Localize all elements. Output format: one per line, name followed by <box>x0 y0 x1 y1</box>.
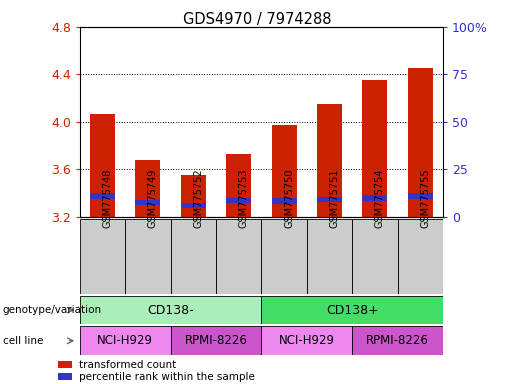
Text: GSM775749: GSM775749 <box>148 169 158 228</box>
Bar <box>261 326 352 355</box>
Bar <box>135 160 160 217</box>
Text: CD138+: CD138+ <box>326 304 379 316</box>
Text: GSM775755: GSM775755 <box>420 168 430 228</box>
Text: GDS4970 / 7974288: GDS4970 / 7974288 <box>183 12 332 26</box>
Bar <box>125 219 170 294</box>
Bar <box>271 126 297 217</box>
Text: NCI-H929: NCI-H929 <box>279 334 335 347</box>
Bar <box>135 200 160 205</box>
Text: GSM775750: GSM775750 <box>284 168 294 228</box>
Text: genotype/variation: genotype/variation <box>3 305 101 315</box>
Bar <box>80 219 125 294</box>
Bar <box>170 219 216 294</box>
Bar <box>181 203 206 209</box>
Bar <box>408 194 433 199</box>
Bar <box>58 361 72 368</box>
Bar <box>80 326 170 355</box>
Text: cell line: cell line <box>3 336 43 346</box>
Bar <box>226 198 251 203</box>
Bar <box>317 104 342 217</box>
Bar <box>408 68 433 217</box>
Text: NCI-H929: NCI-H929 <box>97 334 153 347</box>
Text: GSM775754: GSM775754 <box>375 168 385 228</box>
Bar <box>58 373 72 380</box>
Text: CD138-: CD138- <box>147 304 194 316</box>
Bar <box>80 296 261 324</box>
Text: transformed count: transformed count <box>79 359 177 369</box>
Bar <box>307 219 352 294</box>
Bar <box>181 175 206 217</box>
Bar <box>226 154 251 217</box>
Text: GSM775751: GSM775751 <box>330 168 339 228</box>
Bar <box>317 197 342 202</box>
Bar <box>352 326 443 355</box>
Bar <box>363 195 387 200</box>
Bar <box>271 198 297 204</box>
Bar <box>216 219 261 294</box>
Text: GSM775752: GSM775752 <box>193 168 203 228</box>
Text: GSM775753: GSM775753 <box>238 168 249 228</box>
Bar <box>363 80 387 217</box>
Bar <box>170 326 261 355</box>
Text: GSM775748: GSM775748 <box>102 169 112 228</box>
Text: RPMI-8226: RPMI-8226 <box>184 334 247 347</box>
Bar <box>261 219 307 294</box>
Bar <box>398 219 443 294</box>
Bar <box>90 194 115 199</box>
Bar <box>352 219 398 294</box>
Bar <box>261 296 443 324</box>
Bar <box>90 114 115 217</box>
Text: RPMI-8226: RPMI-8226 <box>366 334 429 347</box>
Text: percentile rank within the sample: percentile rank within the sample <box>79 372 255 382</box>
